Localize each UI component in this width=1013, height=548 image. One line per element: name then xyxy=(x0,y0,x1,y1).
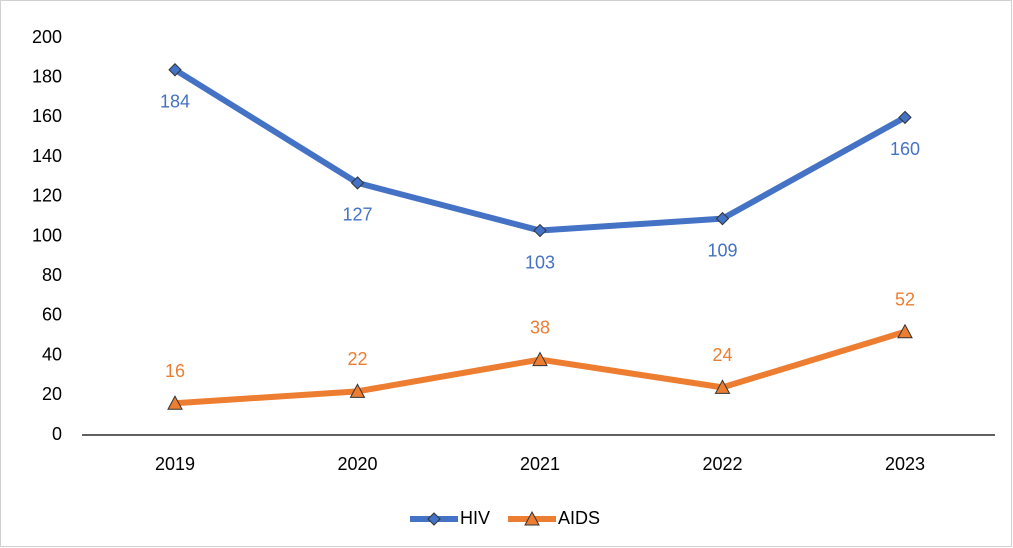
data-label: 52 xyxy=(895,290,915,310)
data-label: 22 xyxy=(347,349,367,369)
y-tick-label: 100 xyxy=(32,225,62,245)
x-tick-label: 2021 xyxy=(520,454,560,474)
y-tick-label: 0 xyxy=(52,424,62,444)
legend-marker xyxy=(427,512,441,526)
x-tick-label: 2023 xyxy=(885,454,925,474)
y-tick-label: 180 xyxy=(32,66,62,86)
x-tick-label: 2019 xyxy=(155,454,195,474)
legend-label: AIDS xyxy=(558,508,600,528)
point-marker xyxy=(168,63,182,77)
y-tick-label: 60 xyxy=(42,305,62,325)
x-tick-label: 2022 xyxy=(702,454,742,474)
data-label: 184 xyxy=(160,92,190,112)
y-tick-label: 140 xyxy=(32,146,62,166)
point-marker xyxy=(532,351,548,367)
y-tick-label: 80 xyxy=(42,265,62,285)
point-marker xyxy=(714,379,731,394)
point-marker xyxy=(167,395,183,410)
point-marker xyxy=(349,383,366,398)
y-tick-label: 200 xyxy=(32,27,62,47)
y-tick-label: 160 xyxy=(32,106,62,126)
y-tick-label: 120 xyxy=(32,186,62,206)
point-marker xyxy=(898,110,912,125)
data-label: 160 xyxy=(890,139,920,159)
y-tick-label: 40 xyxy=(42,344,62,364)
legend-label: HIV xyxy=(460,508,490,528)
point-marker xyxy=(715,211,730,226)
x-tick-label: 2020 xyxy=(337,454,377,474)
data-label: 38 xyxy=(530,317,550,337)
data-label: 103 xyxy=(525,252,555,272)
data-label: 127 xyxy=(342,205,372,225)
data-label: 16 xyxy=(165,361,185,381)
data-label: 109 xyxy=(707,240,737,260)
data-label: 24 xyxy=(712,345,732,365)
point-marker xyxy=(350,176,365,190)
legend-marker xyxy=(524,510,540,526)
point-marker xyxy=(897,323,913,339)
point-marker xyxy=(533,223,547,238)
y-tick-label: 20 xyxy=(42,384,62,404)
